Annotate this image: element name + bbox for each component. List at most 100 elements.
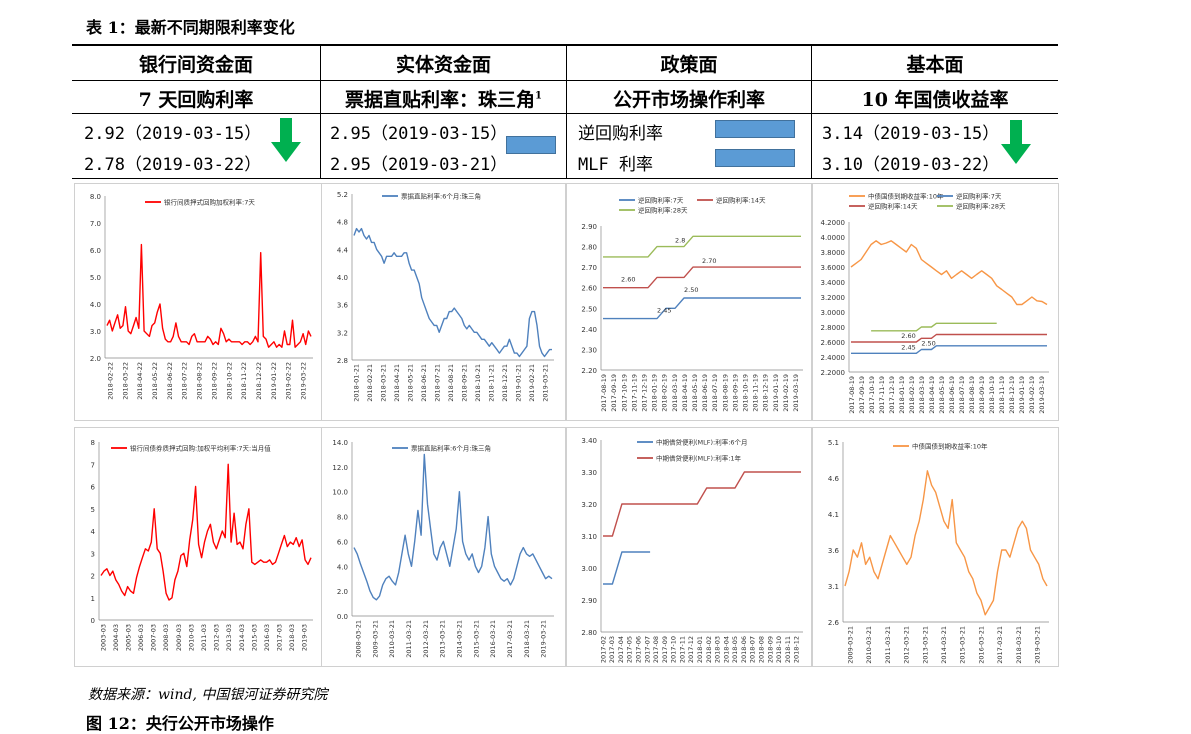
- y-tick-label: 2.0: [90, 355, 101, 363]
- y-tick-label: 5: [91, 506, 95, 514]
- x-tick-label: 2011-03-21: [405, 620, 413, 658]
- x-tick-label: 2018-01-19: [898, 376, 906, 414]
- x-tick-label: 2019-03-19: [1038, 376, 1046, 414]
- legend-swatch: [715, 149, 795, 167]
- subheader-bond-yield: 10 年国债收益率: [861, 89, 1009, 111]
- x-tick-label: 2018-02: [705, 636, 713, 663]
- mlf-label: MLF 利率: [578, 155, 653, 175]
- y-tick-label: 3.0000: [821, 309, 846, 317]
- x-tick-label: 2009-03-21: [371, 620, 379, 658]
- y-tick-label: 4.6: [828, 475, 840, 483]
- subheader-bill-rate: 票据直贴利率：珠三角1: [345, 89, 542, 111]
- legend-label: 中债国债到期收益率:10年: [868, 192, 944, 201]
- x-tick-label: 2018-06-21: [420, 364, 428, 402]
- y-tick-label: 1: [91, 595, 95, 603]
- y-tick-label: 3.2: [337, 329, 348, 337]
- down-arrow-icon: [1001, 120, 1031, 164]
- legend-label: 票据直贴利率:6个月:珠三角: [411, 444, 491, 453]
- x-tick-label: 2019-01-19: [772, 374, 780, 412]
- table-rule: [72, 113, 1058, 114]
- legend-label: 中债国债到期收益率:10年: [912, 442, 988, 451]
- y-tick-label: 4.1: [828, 511, 839, 519]
- x-tick-label: 2018-04-19: [928, 376, 936, 414]
- x-tick-label: 2019-03-22: [300, 362, 308, 400]
- x-tick-label: 2018-03: [714, 636, 722, 663]
- x-tick-label: 2014-03-21: [940, 626, 948, 664]
- x-tick-label: 2017-05: [626, 636, 634, 663]
- x-tick-label: 2018-02-19: [661, 374, 669, 412]
- y-tick-label: 0: [91, 617, 95, 625]
- x-tick-label: 2018-02-22: [106, 362, 114, 400]
- x-tick-label: 2018-07-19: [958, 376, 966, 414]
- x-tick-label: 2008-03-21: [354, 620, 362, 658]
- x-tick-label: 2018-07-22: [181, 362, 189, 400]
- y-tick-label: 10.0: [332, 489, 348, 497]
- chart-repo-monthly: 8 7 6 5 4 3 2 1 0 2003-03 2004-03 2005-03 2006-03 200…: [74, 427, 322, 667]
- legend-label: 银行间债券质押式回购:加权平均利率:7天:当月值: [130, 444, 271, 453]
- x-tick-label: 2010-03: [187, 624, 195, 651]
- y-tick-label: 7: [91, 461, 95, 469]
- x-tick-label: 2017-03-21: [506, 620, 514, 658]
- x-tick-label: 2016-03-21: [489, 620, 497, 658]
- table-rule: [72, 178, 1058, 179]
- table-title: 表 1：最新不同期限利率变化: [86, 18, 295, 37]
- x-tick-label: 2012-03-21: [903, 626, 911, 664]
- x-tick-label: 2018-02-19: [908, 376, 916, 414]
- x-tick-label: 2019-03-21: [1034, 626, 1042, 664]
- y-tick-label: 3.1: [828, 583, 839, 591]
- x-tick-label: 2011-03-21: [884, 626, 892, 664]
- x-tick-label: 2018-08-19: [721, 374, 729, 412]
- legend-label: 逆回购利率:28天: [638, 206, 688, 215]
- y-tick-label: 14.0: [332, 439, 348, 447]
- legend-label: 中期借贷便利(MLF):利率:1年: [656, 454, 742, 463]
- y-tick-label: 2.80: [581, 629, 597, 637]
- x-tick-label: 2017-08-19: [600, 374, 608, 412]
- x-tick-label: 2018-06-22: [166, 362, 174, 400]
- x-tick-label: 2018-05-22: [151, 362, 159, 400]
- x-tick-label: 2018-07-19: [711, 374, 719, 412]
- y-tick-label: 3.2000: [821, 294, 846, 302]
- x-tick-label: 2018-10-22: [225, 362, 233, 400]
- x-tick-label: 2003-03: [99, 624, 107, 651]
- x-tick-label: 2019-02-19: [1028, 376, 1036, 414]
- y-tick-label: 2.20: [581, 367, 597, 375]
- y-tick-label: 7.0: [90, 220, 101, 228]
- x-tick-label: 2018-03-22: [121, 362, 129, 400]
- chart-bill-rate: 5.2 4.8 4.4 4.0 3.6 3.2 2.8 2018-01-21 2018-02-2…: [321, 183, 566, 421]
- x-tick-label: 2019-01-21: [514, 364, 522, 402]
- x-tick-label: 2017-03-21: [996, 626, 1004, 664]
- x-tick-label: 2017-10: [670, 636, 678, 663]
- x-tick-label: 2017-10-19: [868, 376, 876, 414]
- x-tick-label: 2018-11: [784, 636, 792, 663]
- x-tick-label: 2018-05: [731, 636, 739, 663]
- x-tick-label: 2018-03-21: [380, 364, 388, 402]
- legend-swatch: [506, 136, 556, 154]
- legend-label: 逆回购利率:7天: [638, 196, 684, 205]
- y-tick-label: 4.0: [337, 563, 348, 571]
- x-tick-label: 2017-02: [599, 636, 607, 663]
- y-tick-label: 8.0: [337, 514, 348, 522]
- data-label: 2.45: [901, 343, 915, 351]
- x-tick-label: 2018-03: [288, 624, 296, 651]
- x-tick-label: 2017-09-19: [610, 374, 618, 412]
- subheader-repo: 7 天回购利率: [138, 89, 254, 111]
- x-tick-label: 2012-03: [213, 624, 221, 651]
- x-tick-label: 2018-10-21: [474, 364, 482, 402]
- series-line: [603, 297, 801, 320]
- y-tick-label: 3.6: [337, 302, 349, 310]
- next-figure-title: 图 12：央行公开市场操作: [86, 714, 274, 733]
- chart-bond-history: 5.1 4.6 4.1 3.6 3.1 2.6 2009-03-21 2010-03-21 20…: [812, 427, 1059, 667]
- x-tick-label: 2015-03-21: [472, 620, 480, 658]
- x-tick-label: 2019-02-22: [285, 362, 293, 400]
- y-tick-label: 2.70: [581, 264, 597, 272]
- series-line: [850, 240, 1048, 306]
- x-tick-label: 2017-08: [652, 636, 660, 663]
- source-note: 数据来源：wind, 中国银河证券研究院: [88, 687, 328, 703]
- x-tick-label: 2018-06-19: [701, 374, 709, 412]
- x-tick-label: 2014-03: [238, 624, 246, 651]
- y-tick-label: 8: [91, 439, 95, 447]
- y-tick-label: 3.8000: [821, 249, 846, 257]
- x-tick-label: 2018-08-22: [196, 362, 204, 400]
- repo-value-2: 2.78（2019-03-22）: [84, 155, 262, 175]
- x-tick-label: 2018-06: [740, 636, 748, 663]
